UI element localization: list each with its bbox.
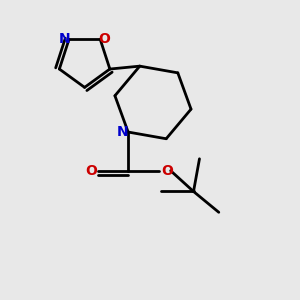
- Text: O: O: [99, 32, 111, 46]
- Text: N: N: [59, 32, 70, 46]
- Text: O: O: [161, 164, 173, 178]
- Text: N: N: [117, 125, 129, 139]
- Text: O: O: [85, 164, 97, 178]
